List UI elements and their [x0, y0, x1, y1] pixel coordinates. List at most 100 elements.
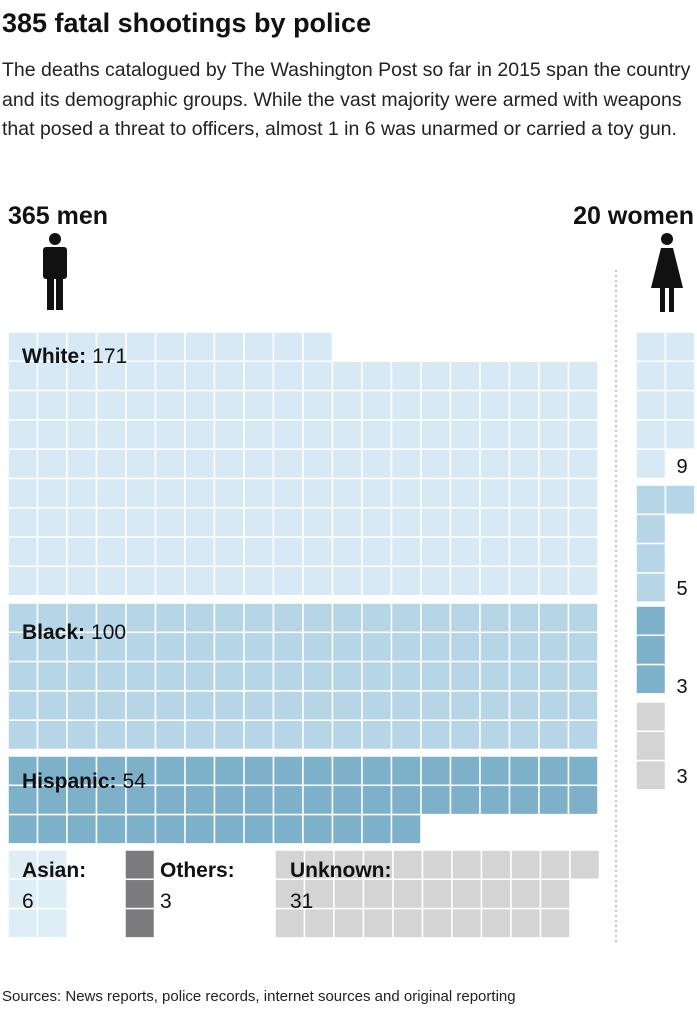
women-value: 3 [676, 766, 687, 788]
waffle-cell [95, 389, 127, 421]
waffle-cell [66, 477, 98, 509]
waffle-cell [539, 878, 571, 910]
waffle-cell [213, 536, 245, 568]
waffle-cell [361, 536, 393, 568]
source-note: Sources: News reports, police records, i… [2, 988, 516, 1005]
waffle-cell [479, 389, 511, 421]
waffle-cell [569, 849, 601, 881]
waffle-cell [302, 660, 334, 692]
waffle-cell [567, 784, 599, 816]
waffle-cell [420, 660, 452, 692]
waffle-cell [36, 419, 68, 450]
waffle-cell [567, 565, 599, 597]
waffle-cell [508, 565, 540, 597]
waffle-cell [567, 419, 599, 450]
waffle-cell [66, 690, 98, 721]
waffle-cell [449, 602, 481, 634]
woman-icon [651, 233, 683, 312]
waffle-cell [243, 419, 275, 450]
waffle-cell [125, 389, 157, 421]
waffle-cell [243, 631, 275, 663]
women-value: 3 [676, 676, 687, 698]
waffle-cell [331, 631, 363, 663]
waffle-cell [154, 536, 186, 568]
waffle-cell [243, 565, 275, 597]
women-value: 9 [676, 456, 687, 478]
waffle-cell [243, 360, 275, 392]
waffle-cell [66, 419, 98, 450]
waffle-cell [420, 719, 452, 751]
waffle-cell [243, 719, 275, 751]
waffle-cell [154, 784, 186, 816]
waffle-cell [361, 755, 393, 787]
waffle-cell [302, 784, 334, 816]
waffle-cell [420, 360, 452, 392]
waffle-cell [635, 572, 667, 603]
waffle-cell [125, 631, 157, 663]
waffle-cell [567, 448, 599, 480]
waffle-cell [154, 360, 186, 392]
waffle-cell [479, 507, 511, 538]
waffle-cell [449, 755, 481, 787]
waffle-cell [36, 719, 68, 751]
waffle-cell [361, 507, 393, 538]
waffle-cell [635, 360, 667, 392]
waffle-cell [274, 849, 306, 881]
waffle-cell [66, 389, 98, 421]
waffle-cell [538, 719, 570, 751]
waffle-cell [95, 448, 127, 480]
waffle-cell [567, 631, 599, 663]
waffle-cell [154, 331, 186, 363]
waffle-cell [331, 360, 363, 392]
waffle-cell [184, 631, 216, 663]
waffle-cell [361, 631, 393, 663]
waffle-cell [95, 719, 127, 751]
waffle-cell [390, 660, 422, 692]
waffle-cell [390, 507, 422, 538]
category-name: Hispanic: [22, 770, 117, 793]
waffle-cell [331, 419, 363, 450]
waffle-cell [125, 602, 157, 634]
waffle-cell [361, 813, 393, 845]
waffle-cell [66, 602, 98, 634]
waffle-cell [7, 389, 39, 421]
waffle-cell [449, 784, 481, 816]
waffle-cell [184, 507, 216, 538]
waffle-cell [451, 907, 483, 939]
waffle-cell [331, 813, 363, 845]
waffle-cell [272, 565, 304, 597]
waffle-cell [272, 631, 304, 663]
waffle-cell [184, 784, 216, 816]
waffle-cell [390, 719, 422, 751]
waffle-cell [125, 565, 157, 597]
waffle-cell [95, 602, 127, 634]
category-value: 6 [22, 890, 34, 913]
waffle-cell [635, 605, 667, 637]
waffle-cell [479, 660, 511, 692]
waffle-cell [508, 419, 540, 450]
waffle-cell [420, 690, 452, 721]
waffle-cell [390, 419, 422, 450]
waffle-cell [567, 477, 599, 509]
category-name: Asian: [22, 859, 86, 882]
waffle-cell [36, 536, 68, 568]
waffle-cell [7, 419, 39, 450]
waffle-cell [272, 389, 304, 421]
waffle-cell [361, 389, 393, 421]
waffle-cell [331, 719, 363, 751]
waffle-cell [449, 565, 481, 597]
waffle-cell [361, 784, 393, 816]
waffle-cell [7, 878, 39, 910]
waffle-cell [538, 360, 570, 392]
waffle-cell [125, 690, 157, 721]
waffle-cell [421, 907, 453, 939]
waffle-cell [95, 690, 127, 721]
waffle-cell [95, 507, 127, 538]
waffle-cell [479, 602, 511, 634]
waffle-cell [66, 565, 98, 597]
waffle-cell [539, 849, 571, 881]
waffle-cell [635, 419, 667, 450]
waffle-cell [154, 448, 186, 480]
waffle-cell [302, 419, 334, 450]
waffle-cell [243, 755, 275, 787]
